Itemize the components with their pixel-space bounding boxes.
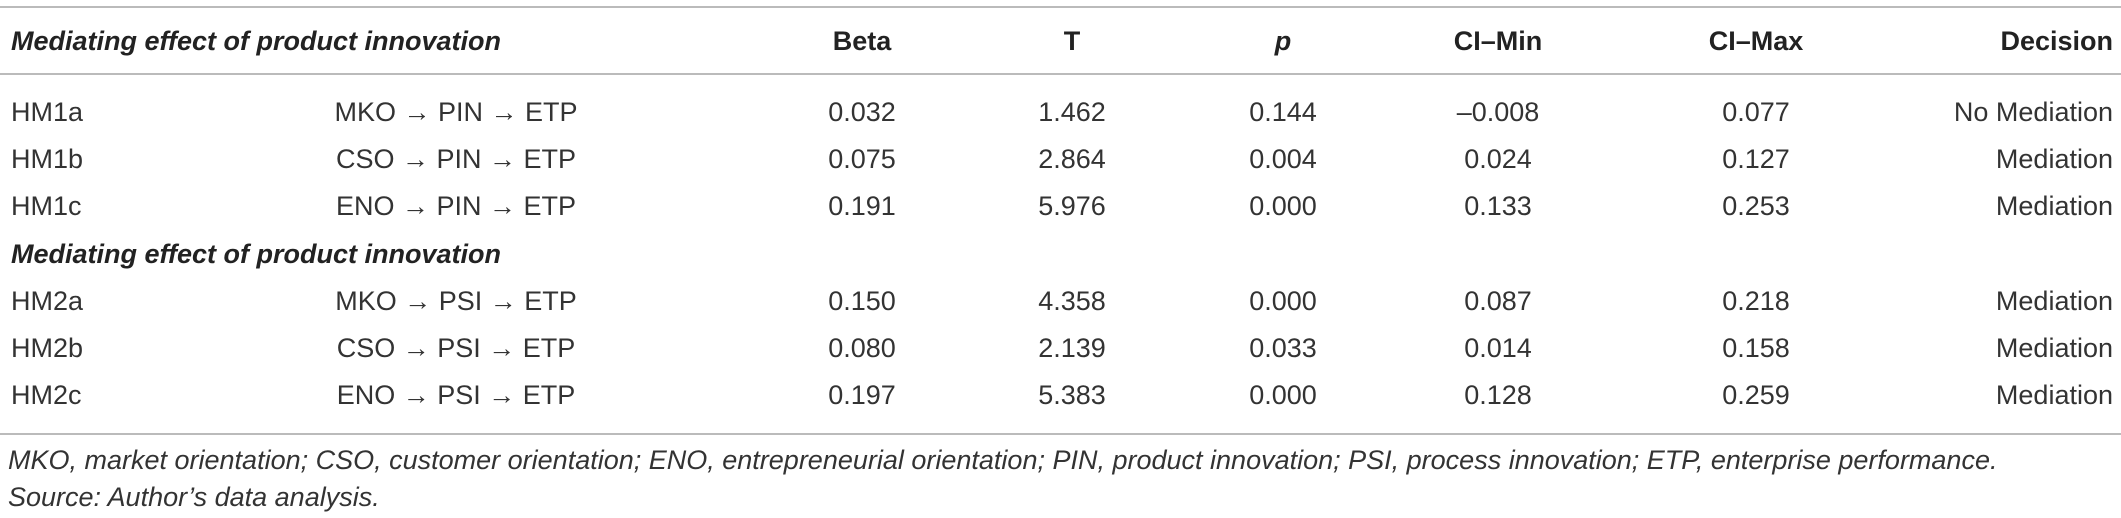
cell: 5.976 <box>1038 191 1106 222</box>
cell: HM2b <box>11 333 84 363</box>
cell: 0.000 <box>1249 380 1317 411</box>
cell: 0.004 <box>1249 144 1317 175</box>
cell: Mediation <box>1995 144 2113 175</box>
cell: 0.150 <box>828 285 896 316</box>
cell: 2.139 <box>1038 333 1106 363</box>
cell: 0.133 <box>1464 191 1532 222</box>
header-rule <box>0 73 2121 75</box>
cell: HM1a <box>11 97 84 127</box>
cell: 2.864 <box>1038 144 1106 175</box>
cell: HM2a <box>11 285 84 316</box>
bottom-rule <box>0 433 2121 435</box>
cell: 0.077 <box>1722 97 1790 127</box>
cell: 0.033 <box>1249 333 1317 363</box>
cell: HM1b <box>11 144 84 175</box>
column-header: Beta <box>832 26 892 56</box>
cell: 0.259 <box>1722 380 1790 411</box>
cell: HM2c <box>11 380 82 411</box>
cell: 0.075 <box>828 144 896 175</box>
cell: No Mediation <box>1953 97 2113 127</box>
cell: 0.253 <box>1722 191 1790 222</box>
cell: MKO → PSI → ETP <box>335 285 577 316</box>
top-rule <box>0 6 2121 8</box>
cell: ENO → PSI → ETP <box>336 380 576 411</box>
section-title: Mediating effect of product innovation <box>11 238 501 269</box>
cell: CSO → PIN → ETP <box>335 144 577 175</box>
cell: MKO → PIN → ETP <box>334 97 578 127</box>
column-header: p <box>1274 26 1292 56</box>
column-header: CI–Min <box>1453 26 1543 56</box>
cell: HM1c <box>11 191 82 222</box>
cell: 0.144 <box>1249 97 1317 127</box>
cell: 0.218 <box>1722 285 1790 316</box>
cell: 0.000 <box>1249 191 1317 222</box>
cell: 0.032 <box>828 97 896 127</box>
cell: 1.462 <box>1038 97 1106 127</box>
cell: CSO → PSI → ETP <box>336 333 576 363</box>
cell: Mediation <box>1995 380 2113 411</box>
cell: 0.000 <box>1249 285 1317 316</box>
cell: 0.158 <box>1722 333 1790 363</box>
cell: 4.358 <box>1038 285 1106 316</box>
header-title: Mediating effect of product innovation <box>11 26 501 56</box>
cell: 0.127 <box>1722 144 1790 175</box>
column-header: CI–Max <box>1708 26 1804 56</box>
cell: 0.014 <box>1464 333 1532 363</box>
cell: ENO → PIN → ETP <box>335 191 577 222</box>
footnote: MKO, market orientation; CSO, customer o… <box>8 445 1998 475</box>
column-header: T <box>1063 26 1081 56</box>
cell: 0.128 <box>1464 380 1532 411</box>
cell: Mediation <box>1995 333 2113 363</box>
cell: Mediation <box>1995 191 2113 222</box>
cell: 5.383 <box>1038 380 1106 411</box>
cell: 0.024 <box>1464 144 1532 175</box>
cell: 0.080 <box>828 333 896 363</box>
footnote: Source: Author’s data analysis. <box>8 482 380 512</box>
column-header: Decision <box>2000 26 2113 56</box>
cell: 0.197 <box>828 380 896 411</box>
cell: 0.087 <box>1464 285 1532 316</box>
cell: 0.191 <box>828 191 896 222</box>
cell: Mediation <box>1995 285 2113 316</box>
cell: –0.008 <box>1456 97 1540 127</box>
